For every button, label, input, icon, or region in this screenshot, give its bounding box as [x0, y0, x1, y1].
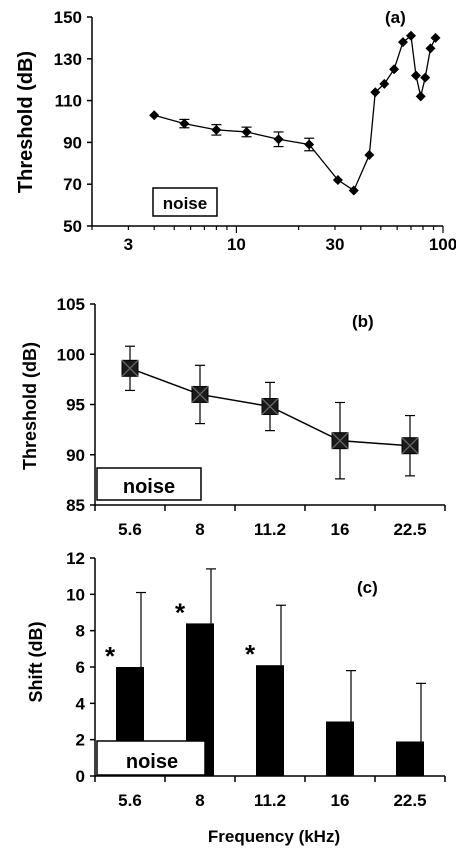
panel-a-data-point: [241, 126, 252, 137]
panel-a-series-line: [154, 34, 437, 192]
panel-a-data-point: [415, 91, 426, 102]
panel-a-y-tick: 50: [63, 217, 82, 236]
panel-c-noise-box: [96, 740, 206, 776]
panel-c: (c) Shift (dB) 0 2 4 6 8 10 12 5.6 8 11.…: [26, 549, 446, 846]
panel-b-y-axis-label: Threshold (dB): [20, 342, 40, 470]
panel-b: (b) Threshold (dB) 85 90 95 100 105 5.6 …: [20, 295, 446, 539]
panel-c-y-tick: 2: [76, 731, 85, 750]
panel-c-y-tick: 10: [66, 585, 85, 604]
panel-c-x-tick: 22.5: [393, 791, 426, 810]
panel-b-noise-box: [96, 467, 202, 501]
panel-c-bar: [256, 665, 284, 776]
panel-c-x-tick: 11.2: [254, 791, 286, 810]
panel-b-tick-labels: 85 90 95 100 105 5.6 8 11.2 16 22.5: [57, 295, 427, 539]
panel-c-x-tick: 8: [195, 791, 204, 810]
panel-a-y-axis-label: Threshold (dB): [15, 51, 37, 193]
panel-b-data-point-cross: [191, 385, 209, 403]
panel-c-y-tick: 0: [76, 767, 85, 786]
panel-c-significance-marker: *: [245, 639, 256, 669]
panel-a-y-tick: 130: [54, 50, 82, 69]
panel-a-data-point: [211, 124, 222, 135]
panel-b-y-tick: 105: [57, 295, 85, 314]
panel-a: (a) Threshold (dB) noise 50 70 90 110 13…: [15, 8, 456, 254]
panel-a-data-point: [425, 43, 436, 54]
panel-b-x-tick: 16: [331, 520, 350, 539]
panel-b-y-tick: 90: [66, 446, 85, 465]
panel-c-bar: [326, 721, 354, 776]
panel-a-data-point: [332, 175, 343, 186]
panel-c-tick-labels: 0 2 4 6 8 10 12 5.6 8 11.2 16 22.5: [66, 549, 426, 810]
panel-b-data-point-cross: [261, 398, 279, 415]
panel-a-axes: [87, 16, 444, 233]
panel-a-y-tick: 70: [63, 175, 82, 194]
panel-a-y-tick: 150: [54, 8, 82, 27]
panel-a-data-point: [397, 37, 408, 48]
panel-b-y-tick: 85: [66, 496, 85, 515]
panel-c-significance-marker: *: [175, 597, 186, 627]
panel-b-y-tick: 95: [66, 396, 85, 415]
panel-a-data-point: [273, 134, 284, 145]
panel-c-y-tick: 6: [76, 658, 85, 677]
panel-b-data-point-cross: [401, 437, 419, 455]
panel-b-axes: [90, 303, 446, 511]
panel-c-label: (c): [357, 578, 378, 597]
panel-b-x-tick: 22.5: [393, 520, 426, 539]
panel-a-data-point: [420, 72, 431, 83]
panel-a-noise-box: [152, 187, 218, 217]
panel-a-x-tick: 10: [227, 235, 246, 254]
panel-b-noise-label: noise: [123, 476, 175, 498]
panel-c-x-tick: 16: [331, 791, 350, 810]
panel-a-y-tick: 90: [63, 133, 82, 152]
panel-a-data-point: [348, 185, 359, 196]
panel-c-y-axis-label: Shift (dB): [26, 622, 46, 703]
panel-c-x-axis-label: Frequency (kHz): [208, 827, 340, 846]
panel-c-bar: [396, 741, 424, 776]
panel-a-data-point: [430, 32, 441, 43]
panel-a-x-tick: 100: [429, 235, 456, 254]
panel-a-x-tick: 30: [326, 235, 345, 254]
panel-a-tick-labels: 50 70 90 110 130 150 3 10 30 100: [54, 8, 456, 254]
panel-a-data-point: [364, 149, 375, 160]
panel-c-y-tick: 4: [76, 694, 86, 713]
panel-c-y-tick: 8: [76, 622, 85, 641]
panel-a-y-tick: 110: [55, 92, 82, 111]
panel-a-data-point: [379, 78, 390, 89]
panel-a-label: (a): [385, 8, 406, 27]
panel-b-data-point-cross: [331, 432, 349, 450]
panel-c-noise-label: noise: [126, 751, 178, 773]
panel-b-x-tick: 8: [195, 520, 204, 539]
panel-a-data-point: [389, 64, 400, 75]
panel-a-data: [149, 30, 441, 196]
panel-a-data-point: [149, 110, 160, 121]
panel-a-noise-label: noise: [163, 194, 207, 213]
panel-b-x-tick: 5.6: [118, 520, 142, 539]
panel-b-data: [121, 345, 419, 480]
panel-b-label: (b): [352, 312, 374, 331]
panel-c-significance-marker: *: [105, 641, 116, 671]
panel-c-x-tick: 5.6: [118, 791, 142, 810]
panel-a-x-tick: 3: [124, 235, 133, 254]
panel-a-data-point: [370, 87, 381, 98]
panel-a-data-point: [410, 70, 421, 81]
panel-a-data-point: [405, 30, 416, 41]
panel-b-y-tick: 100: [57, 345, 85, 364]
panel-c-y-tick: 12: [66, 549, 85, 568]
panel-a-data-point: [304, 139, 315, 150]
panel-b-data-point-cross: [121, 359, 139, 377]
panel-a-data-point: [179, 118, 190, 129]
panel-b-x-tick: 11.2: [254, 520, 286, 539]
